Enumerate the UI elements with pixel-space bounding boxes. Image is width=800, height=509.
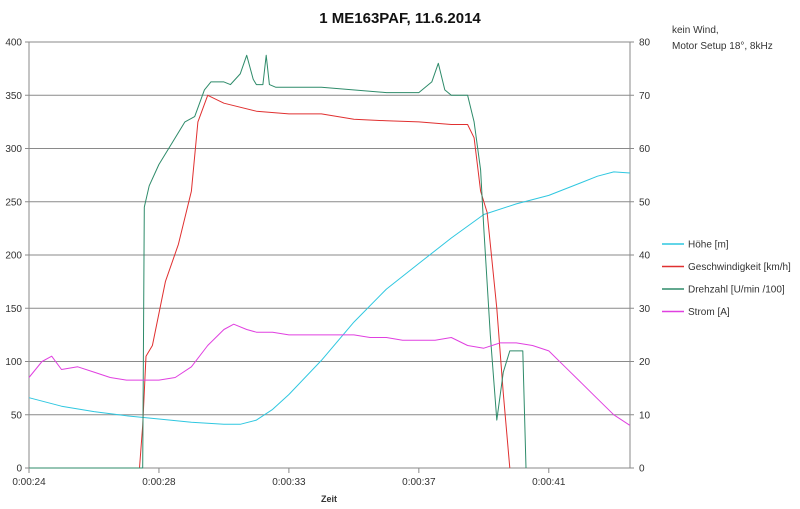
right-tick-label: 0 — [639, 464, 645, 475]
right-tick-label: 10 — [639, 410, 651, 421]
right-axis-ticks: 0 10 20 30 40 50 60 70 80 — [630, 38, 651, 475]
left-tick-label: 400 — [5, 38, 22, 49]
left-tick-label: 0 — [16, 464, 22, 475]
series-lines — [28, 54, 631, 469]
x-tick-label: 0:00:33 — [272, 477, 306, 488]
x-tick-label: 0:00:24 — [12, 477, 46, 488]
legend-label: Höhe [m] — [688, 240, 729, 251]
chart-title: 1 ME163PAF, 11.6.2014 — [319, 10, 481, 27]
gridlines — [29, 41, 630, 416]
left-tick-label: 350 — [5, 91, 22, 102]
x-axis-label: Zeit — [321, 494, 337, 504]
right-tick-label: 50 — [639, 197, 651, 208]
right-tick-label: 80 — [639, 38, 651, 49]
right-tick-label: 20 — [639, 357, 651, 368]
annotation-line-1: kein Wind, — [672, 25, 719, 36]
left-tick-label: 150 — [5, 304, 22, 315]
legend-label: Drehzahl [U/min /100] — [688, 285, 785, 296]
series-line-1 — [29, 94, 511, 469]
x-tick-label: 0:00:28 — [142, 477, 176, 488]
left-tick-label: 250 — [5, 197, 22, 208]
legend: Höhe [m] Geschwindigkeit [km/h] Drehzahl [… — [662, 240, 791, 318]
right-tick-label: 30 — [639, 304, 651, 315]
annotation-line-2: Motor Setup 18°, 8kHz — [672, 41, 773, 52]
series-line-0 — [28, 171, 631, 425]
right-tick-label: 70 — [639, 91, 651, 102]
x-axis-ticks: 0:00:24 0:00:28 0:00:33 0:00:37 0:00:41 — [12, 468, 566, 488]
right-tick-label: 60 — [639, 144, 651, 155]
left-tick-label: 300 — [5, 144, 22, 155]
left-tick-label: 100 — [5, 357, 22, 368]
x-tick-label: 0:00:41 — [532, 477, 566, 488]
right-tick-label: 40 — [639, 251, 651, 262]
legend-label: Geschwindigkeit [km/h] — [688, 262, 791, 273]
left-tick-label: 200 — [5, 251, 22, 262]
series-line-3 — [28, 323, 631, 426]
x-tick-label: 0:00:37 — [402, 477, 436, 488]
left-axis-ticks: 0 50 100 150 200 250 300 350 400 — [5, 38, 29, 475]
left-tick-label: 50 — [11, 410, 23, 421]
legend-label: Strom [A] — [688, 307, 730, 318]
series-line-2 — [29, 54, 527, 469]
